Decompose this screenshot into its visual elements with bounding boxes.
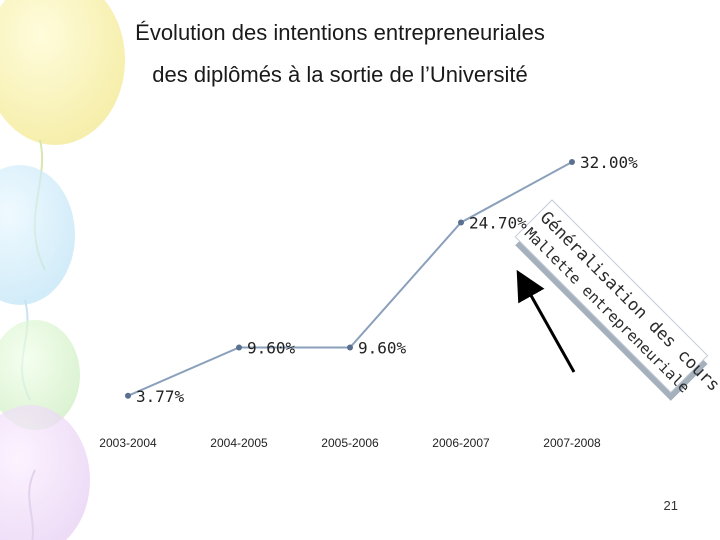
x-tick-label: 2006-2007 [432, 436, 490, 450]
annotation-line1: Généralisation des cours [536, 208, 720, 396]
slide-title-line1: Évolution des intentions entrepreneurial… [135, 20, 545, 45]
balloon-blue [0, 165, 75, 305]
data-label: 9.60% [358, 339, 407, 358]
balloon-green [0, 320, 80, 430]
data-point [569, 159, 575, 165]
x-tick-label: 2003-2004 [99, 436, 157, 450]
data-label: 32.00% [580, 153, 638, 172]
balloon-purple [0, 405, 90, 540]
page-number: 21 [663, 498, 678, 513]
data-label: 24.70% [469, 213, 527, 232]
x-tick-label: 2007-2008 [543, 436, 601, 450]
data-point [347, 344, 353, 351]
balloon-yellow [0, 0, 125, 145]
data-point [125, 392, 131, 399]
x-tick-label: 2004-2005 [210, 436, 268, 450]
data-label: 3.77% [136, 387, 185, 406]
slide-title-line2: des diplômés à la sortie de l’Université [152, 62, 528, 87]
annotation-arrow [516, 269, 576, 373]
data-point [236, 344, 242, 351]
data-point [458, 219, 464, 226]
annotation-line2: Mallette entrepreneuriale [521, 224, 693, 396]
series-line [127, 161, 573, 397]
x-tick-label: 2005-2006 [321, 436, 379, 450]
data-label: 9.60% [247, 339, 296, 358]
